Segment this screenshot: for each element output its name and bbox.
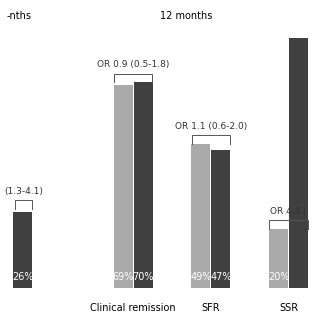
Bar — [269, 229, 288, 288]
Bar — [212, 150, 230, 288]
Text: OR 1.1 (0.6-2.0): OR 1.1 (0.6-2.0) — [175, 122, 247, 131]
Text: 47%: 47% — [210, 272, 232, 282]
Text: 26%: 26% — [12, 272, 34, 282]
Text: 69%: 69% — [112, 272, 134, 282]
Bar — [114, 85, 133, 288]
Bar — [13, 212, 32, 288]
Text: Clinical remission: Clinical remission — [90, 303, 176, 313]
Text: -nths: -nths — [6, 11, 31, 21]
Text: SSR: SSR — [279, 303, 298, 313]
Text: 70%: 70% — [132, 272, 154, 282]
Text: OR 0.9 (0.5-1.8): OR 0.9 (0.5-1.8) — [97, 60, 169, 69]
Text: OR 4.4 (: OR 4.4 ( — [270, 207, 307, 216]
Text: 49%: 49% — [190, 272, 212, 282]
Bar — [289, 38, 308, 288]
Bar — [191, 144, 210, 288]
Text: 20%: 20% — [268, 272, 289, 282]
Text: 12 months: 12 months — [160, 11, 212, 21]
Text: (1.3-4.1): (1.3-4.1) — [4, 187, 43, 196]
Text: SFR: SFR — [202, 303, 220, 313]
Bar — [134, 83, 153, 288]
